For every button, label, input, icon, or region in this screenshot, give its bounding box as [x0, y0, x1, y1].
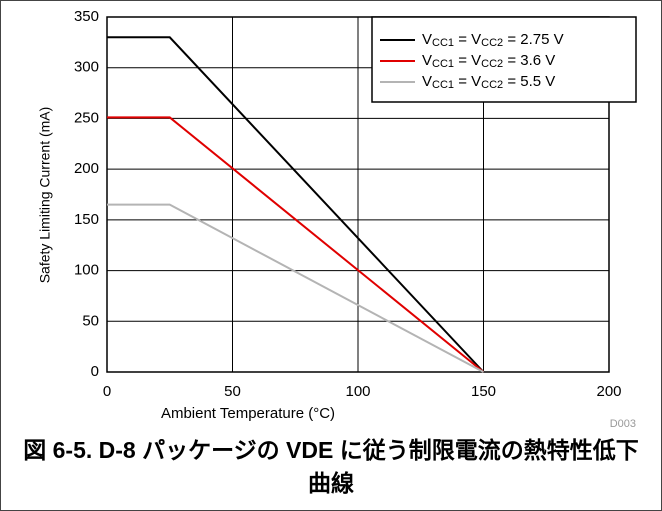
- x-tick-label: 50: [224, 383, 241, 400]
- legend-box: [371, 16, 637, 103]
- series-line: [107, 203, 484, 373]
- x-axis-label: Ambient Temperature (°C): [161, 405, 335, 422]
- x-tick-label: 100: [345, 383, 370, 400]
- plot-frame: [106, 16, 610, 373]
- y-tick-label: 50: [82, 312, 99, 329]
- legend-entry: VCC1 = VCC2 = 5.5 V: [422, 73, 555, 91]
- y-tick-label: 100: [74, 262, 99, 279]
- x-tick-label: 200: [596, 383, 621, 400]
- y-tick-label: 350: [74, 8, 99, 25]
- series-line: [107, 36, 485, 373]
- caption: 図 6-5. D-8 パッケージの VDE に従う制限電流の熱特性低下曲線: [23, 437, 639, 496]
- y-tick-label: 250: [74, 109, 99, 126]
- figure-id: D003: [610, 418, 636, 430]
- legend-entry: VCC1 = VCC2 = 3.6 V: [422, 52, 555, 70]
- y-axis-label: Safety Limiting Current (mA): [37, 107, 53, 284]
- y-tick-label: 300: [74, 59, 99, 76]
- legend-entry: VCC1 = VCC2 = 2.75 V: [422, 31, 564, 49]
- y-tick-label: 200: [74, 160, 99, 177]
- x-tick-label: 150: [471, 383, 496, 400]
- y-tick-label: 150: [74, 211, 99, 228]
- y-tick-label: 0: [91, 363, 99, 380]
- series-line: [107, 116, 485, 373]
- x-tick-label: 0: [103, 383, 111, 400]
